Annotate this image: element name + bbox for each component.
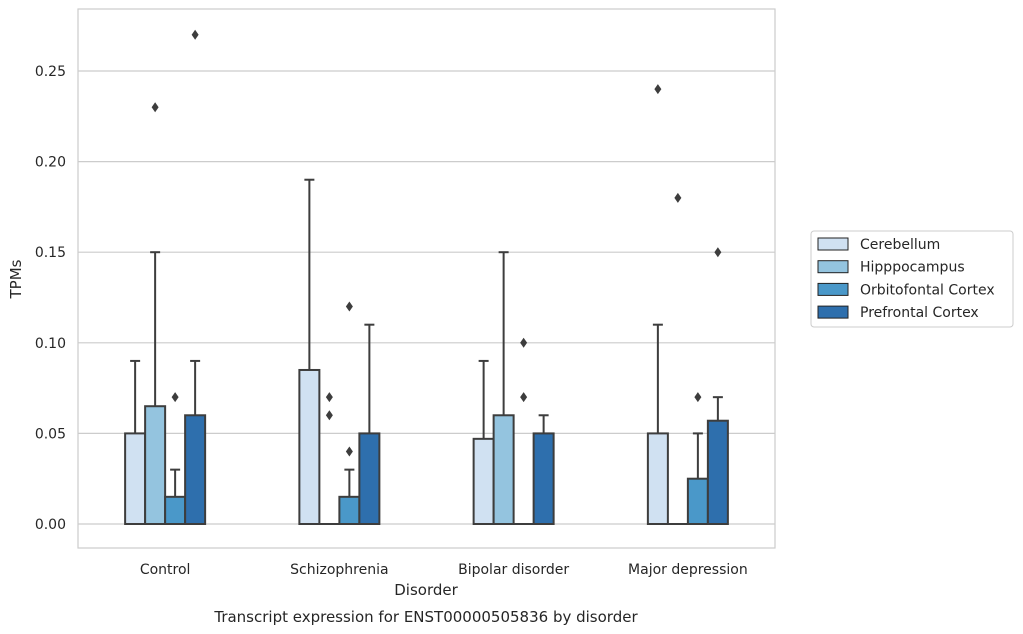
y-tick-label: 0.20 [35, 155, 66, 171]
y-axis-ticks: 0.00 0.05 0.10 0.15 0.20 0.25 [35, 64, 66, 533]
outlier-point [520, 392, 528, 403]
outlier-point [694, 392, 702, 403]
outlier-point [191, 29, 199, 40]
x-tick-label: Bipolar disorder [458, 562, 569, 578]
chart-caption: Transcript expression for ENST0000050583… [213, 608, 638, 626]
outlier-point [674, 192, 682, 203]
box [184, 414, 207, 525]
series-prefrontal-cortex [184, 29, 729, 525]
x-axis-ticks: Control Schizophrenia Bipolar disorder Majo… [140, 562, 748, 578]
box [358, 432, 381, 525]
box [706, 419, 729, 525]
box [532, 432, 555, 525]
legend-swatch [817, 282, 849, 296]
box [144, 405, 167, 525]
box [164, 495, 187, 526]
box-series [124, 29, 729, 526]
box [686, 477, 709, 526]
outlier-point [151, 102, 159, 113]
outlier-point [325, 392, 333, 403]
outlier-point [325, 410, 333, 421]
legend-swatch [817, 305, 849, 319]
outlier-point [171, 392, 179, 403]
y-tick-label: 0.25 [35, 64, 66, 80]
y-tick-label: 0.15 [35, 245, 66, 261]
legend-swatch [817, 260, 849, 274]
box [298, 368, 321, 526]
series-orbitofontal-cortex [164, 301, 709, 526]
box [646, 432, 669, 525]
legend-label: Hipppocampus [860, 260, 965, 276]
legend-label: Orbitofontal Cortex [860, 282, 995, 298]
outlier-point [345, 301, 353, 312]
series-hipppocampus [144, 102, 688, 525]
legend-label: Cerebellum [860, 237, 940, 253]
x-axis-label: Disorder [394, 581, 458, 599]
x-tick-label: Schizophrenia [290, 562, 388, 578]
x-tick-label: Major depression [628, 562, 748, 578]
x-tick-label: Control [140, 562, 191, 578]
legend-label: Prefrontal Cortex [860, 305, 979, 321]
box [492, 414, 515, 525]
outlier-point [345, 446, 353, 457]
plot-area-frame [77, 8, 776, 549]
y-axis-label: TPMs [7, 259, 25, 299]
y-tick-label: 0.10 [35, 336, 66, 352]
box [472, 437, 495, 525]
y-tick-label: 0.00 [35, 517, 66, 533]
grid-lines [78, 70, 775, 525]
outlier-point [714, 247, 722, 258]
outlier-point [520, 337, 528, 348]
y-tick-label: 0.05 [35, 426, 66, 442]
box [124, 432, 147, 525]
series-cerebellum [124, 84, 669, 526]
legend-frame [810, 230, 1014, 328]
legend-swatch [817, 237, 849, 251]
outlier-point [654, 84, 662, 95]
box [338, 495, 361, 526]
legend: Cerebellum Hipppocampus Orbitofontal Corte… [810, 230, 1014, 328]
